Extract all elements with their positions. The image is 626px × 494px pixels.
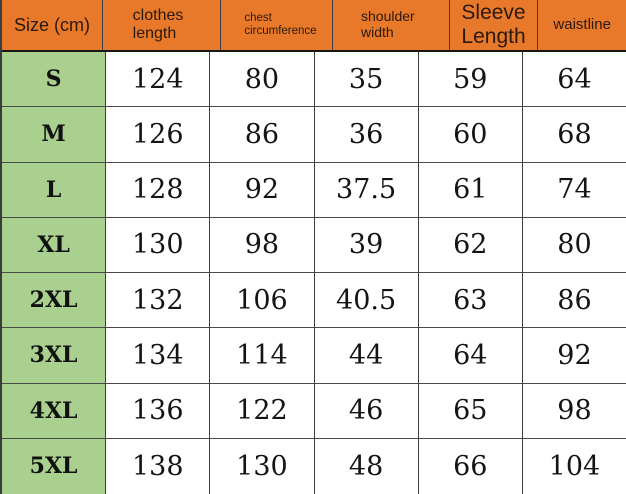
value-cell: 40.5 xyxy=(314,273,419,329)
value-cell: 138 xyxy=(106,438,211,494)
value-cell: 46 xyxy=(314,383,419,439)
size-cell: XL xyxy=(2,217,107,273)
value-cell: 98 xyxy=(522,383,626,439)
table-row-m: M 126 86 36 60 68 xyxy=(2,107,626,163)
value-cell: 98 xyxy=(210,217,315,273)
value-cell: 106 xyxy=(210,273,315,329)
value-cell: 122 xyxy=(210,383,315,439)
header-chest-circumference: chest circumference xyxy=(221,0,334,52)
size-cell: L xyxy=(2,162,107,218)
value-cell: 80 xyxy=(210,52,315,108)
size-cell: 5XL xyxy=(2,438,107,494)
size-cell: 4XL xyxy=(2,383,107,439)
table-row-xl: XL 130 98 39 62 80 xyxy=(2,217,626,273)
header-size: Size (cm) xyxy=(2,0,103,52)
value-cell: 37.5 xyxy=(314,162,419,218)
table-row-2xl: 2XL 132 106 40.5 63 86 xyxy=(2,273,626,329)
value-cell: 35 xyxy=(314,52,419,108)
value-cell: 44 xyxy=(314,328,419,384)
value-cell: 63 xyxy=(418,273,523,329)
value-cell: 36 xyxy=(314,107,419,163)
header-sleeve-length: Sleeve Length xyxy=(449,0,539,52)
value-cell: 136 xyxy=(106,383,211,439)
value-cell: 126 xyxy=(106,107,211,163)
value-cell: 64 xyxy=(522,52,626,108)
value-cell: 128 xyxy=(106,162,211,218)
size-cell: 2XL xyxy=(2,273,107,329)
table-row-s: S 124 80 35 59 64 xyxy=(2,52,626,108)
size-cell: 3XL xyxy=(2,328,107,384)
value-cell: 39 xyxy=(314,217,419,273)
table-row-3xl: 3XL 134 114 44 64 92 xyxy=(2,328,626,384)
value-cell: 92 xyxy=(522,328,626,384)
value-cell: 59 xyxy=(418,52,523,108)
size-cell: S xyxy=(2,52,107,108)
value-cell: 86 xyxy=(210,107,315,163)
header-shoulder-width: shoulder width xyxy=(333,0,450,52)
value-cell: 114 xyxy=(210,328,315,384)
value-cell: 68 xyxy=(522,107,626,163)
header-waistline: waistline xyxy=(538,0,626,52)
value-cell: 104 xyxy=(522,438,626,494)
table-row-l: L 128 92 37.5 61 74 xyxy=(2,162,626,218)
value-cell: 48 xyxy=(314,438,419,494)
value-cell: 134 xyxy=(106,328,211,384)
size-cell: M xyxy=(2,107,107,163)
value-cell: 80 xyxy=(522,217,626,273)
value-cell: 74 xyxy=(522,162,626,218)
value-cell: 66 xyxy=(418,438,523,494)
value-cell: 65 xyxy=(418,383,523,439)
value-cell: 130 xyxy=(210,438,315,494)
value-cell: 61 xyxy=(418,162,523,218)
value-cell: 132 xyxy=(106,273,211,329)
header-row: Size (cm) clothes length chest circumfer… xyxy=(2,0,626,52)
value-cell: 64 xyxy=(418,328,523,384)
value-cell: 86 xyxy=(522,273,626,329)
table-row-4xl: 4XL 136 122 46 65 98 xyxy=(2,383,626,439)
value-cell: 62 xyxy=(418,217,523,273)
value-cell: 60 xyxy=(418,107,523,163)
header-clothes-length: clothes length xyxy=(102,0,222,52)
table-row-5xl: 5XL 138 130 48 66 104 xyxy=(2,438,626,494)
value-cell: 92 xyxy=(210,162,315,218)
value-cell: 124 xyxy=(106,52,211,108)
value-cell: 130 xyxy=(106,217,211,273)
